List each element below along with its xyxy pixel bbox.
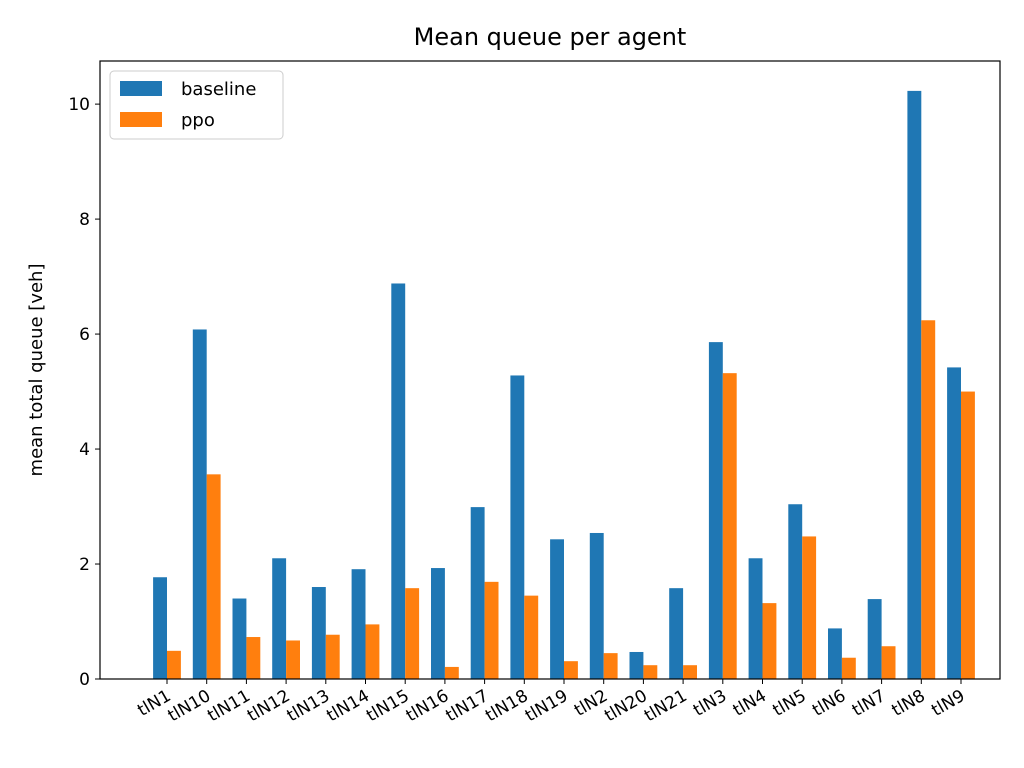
bar-baseline-tlN16 bbox=[431, 568, 445, 679]
bar-baseline-tlN2 bbox=[589, 532, 604, 679]
legend-label-ppo: ppo bbox=[181, 110, 215, 131]
bar-baseline-tlN6 bbox=[828, 628, 842, 679]
bar-baseline-tlN17 bbox=[470, 507, 485, 679]
bar-baseline-tlN12 bbox=[272, 558, 287, 679]
y-tick-label: 8 bbox=[79, 210, 90, 230]
bar-baseline-tlN1 bbox=[153, 577, 167, 679]
bar-ppo-tlN21 bbox=[683, 665, 697, 679]
bar-baseline-tlN14 bbox=[351, 569, 366, 679]
bar-baseline-tlN18 bbox=[510, 375, 525, 679]
bar-ppo-tlN16 bbox=[444, 666, 459, 679]
bar-baseline-tlN9 bbox=[947, 367, 961, 679]
bar-ppo-tlN20 bbox=[643, 665, 658, 679]
bar-ppo-tlN9 bbox=[961, 391, 975, 679]
bars-group bbox=[153, 90, 975, 679]
chart-title: Mean queue per agent bbox=[414, 23, 687, 51]
bar-baseline-tlN8 bbox=[907, 90, 922, 679]
legend-label-baseline: baseline bbox=[181, 79, 256, 100]
bar-baseline-tlN19 bbox=[550, 539, 564, 679]
plot-frame bbox=[99, 60, 1001, 680]
legend-swatch-ppo bbox=[120, 112, 162, 127]
bar-baseline-tlN10 bbox=[192, 329, 207, 679]
legend-swatch-baseline bbox=[120, 81, 162, 96]
y-tick-label: 10 bbox=[68, 95, 90, 115]
bar-baseline-tlN4 bbox=[748, 558, 763, 679]
y-axis-label: mean total queue [veh] bbox=[26, 264, 47, 477]
y-tick-label: 0 bbox=[79, 670, 90, 690]
bar-baseline-tlN15 bbox=[391, 283, 406, 679]
bar-ppo-tlN2 bbox=[603, 653, 618, 679]
legend: baseline ppo bbox=[109, 70, 284, 140]
bar-baseline-tlN3 bbox=[708, 342, 723, 679]
bar-ppo-tlN1 bbox=[167, 650, 181, 679]
bar-ppo-tlN5 bbox=[802, 536, 817, 679]
bar-ppo-tlN12 bbox=[286, 640, 300, 679]
bar-ppo-tlN13 bbox=[325, 634, 340, 679]
bar-ppo-tlN4 bbox=[762, 603, 777, 679]
bar-ppo-tlN3 bbox=[722, 373, 737, 679]
bar-baseline-tlN7 bbox=[867, 599, 882, 679]
y-tick-label: 2 bbox=[79, 555, 90, 575]
bar-ppo-tlN11 bbox=[246, 637, 261, 679]
bar-ppo-tlN19 bbox=[564, 661, 578, 679]
bar-ppo-tlN17 bbox=[484, 581, 499, 679]
bar-ppo-tlN18 bbox=[524, 595, 539, 679]
bar-ppo-tlN6 bbox=[841, 657, 856, 679]
y-tick-label: 4 bbox=[79, 440, 90, 460]
bar-baseline-tlN20 bbox=[629, 651, 644, 679]
bar-baseline-tlN5 bbox=[788, 504, 803, 679]
bar-ppo-tlN14 bbox=[365, 624, 380, 679]
bar-ppo-tlN10 bbox=[206, 474, 221, 679]
bar-baseline-tlN21 bbox=[669, 588, 684, 679]
bar-baseline-tlN13 bbox=[311, 587, 326, 679]
bar-ppo-tlN15 bbox=[405, 588, 420, 679]
y-ticks-group: 0 2 4 6 8 10 bbox=[68, 95, 100, 690]
bar-ppo-tlN8 bbox=[921, 320, 936, 679]
bar-baseline-tlN11 bbox=[232, 598, 247, 679]
y-tick-label: 6 bbox=[79, 325, 90, 345]
bar-ppo-tlN7 bbox=[881, 646, 896, 679]
